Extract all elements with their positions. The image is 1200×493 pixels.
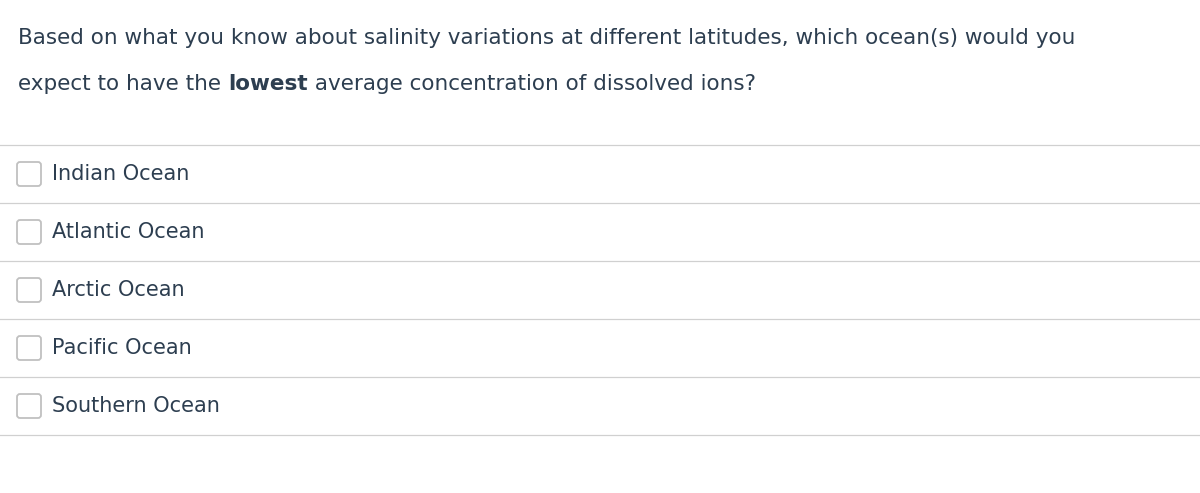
Text: Atlantic Ocean: Atlantic Ocean [52, 222, 204, 242]
FancyBboxPatch shape [17, 278, 41, 302]
Text: Pacific Ocean: Pacific Ocean [52, 338, 192, 358]
Text: Arctic Ocean: Arctic Ocean [52, 280, 185, 300]
FancyBboxPatch shape [17, 394, 41, 418]
Text: Based on what you know about salinity variations at different latitudes, which o: Based on what you know about salinity va… [18, 28, 1075, 48]
Text: lowest: lowest [228, 74, 307, 94]
FancyBboxPatch shape [17, 336, 41, 360]
FancyBboxPatch shape [17, 162, 41, 186]
Text: expect to have the: expect to have the [18, 74, 228, 94]
Text: Southern Ocean: Southern Ocean [52, 396, 220, 416]
FancyBboxPatch shape [17, 220, 41, 244]
Text: Indian Ocean: Indian Ocean [52, 164, 190, 184]
Text: average concentration of dissolved ions?: average concentration of dissolved ions? [307, 74, 756, 94]
